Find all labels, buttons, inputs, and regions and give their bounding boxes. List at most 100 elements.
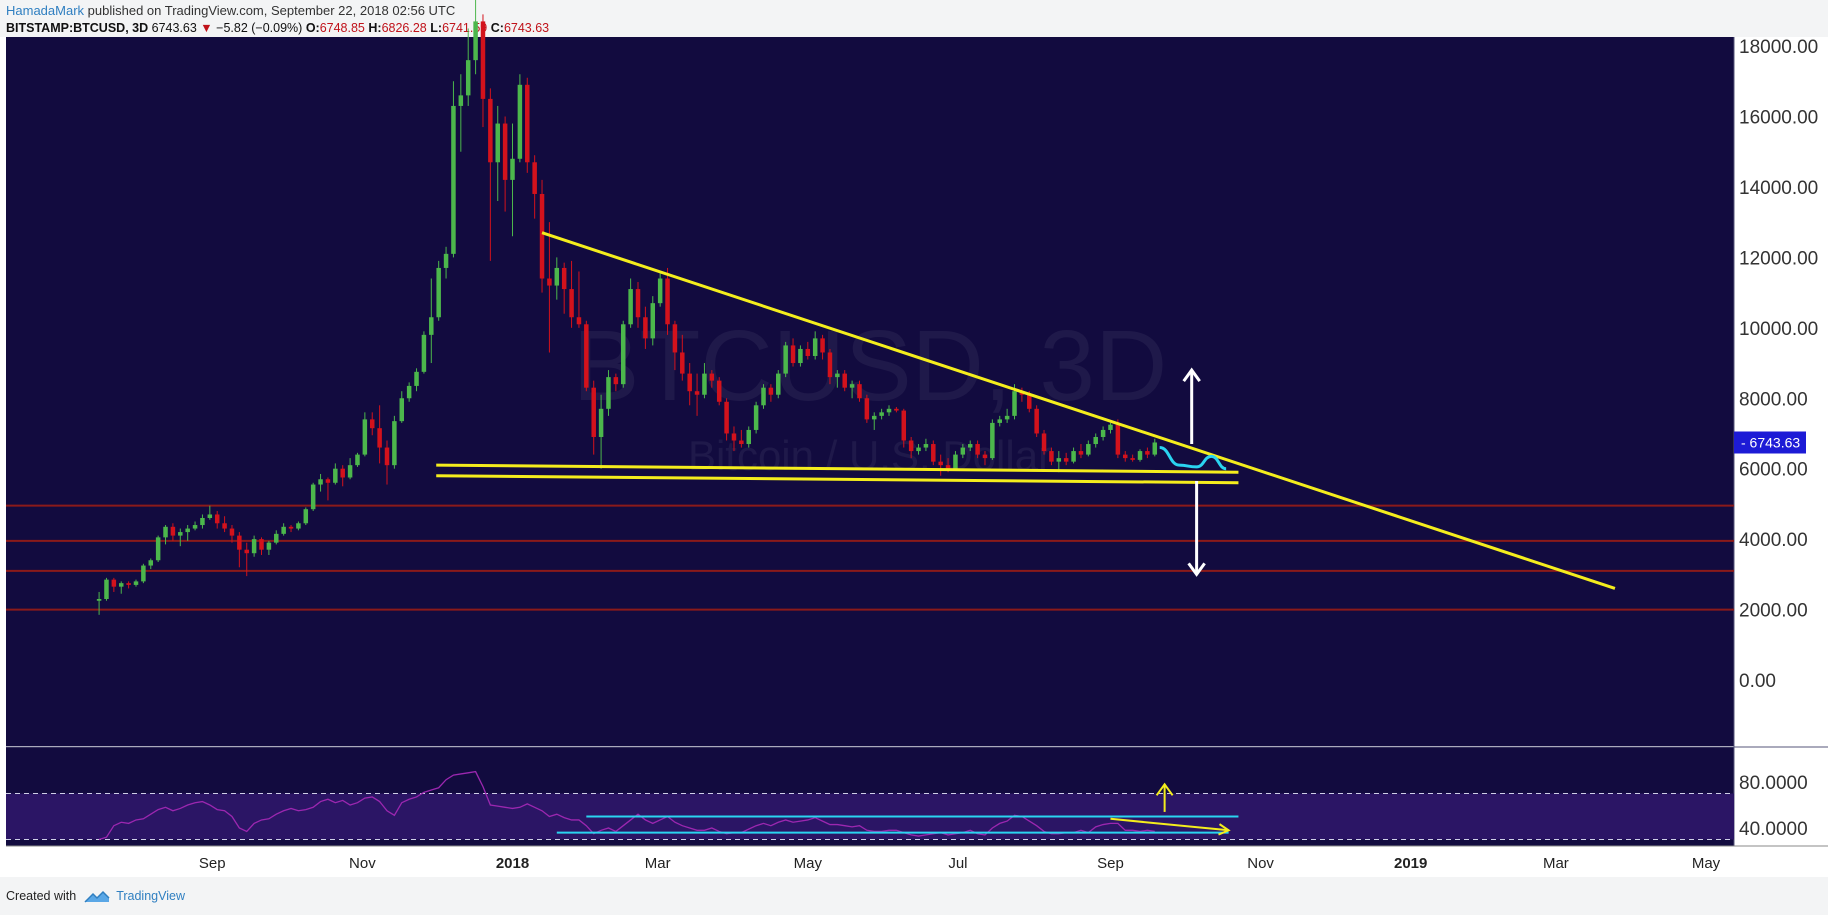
candle-down bbox=[1145, 451, 1150, 455]
candle-down bbox=[532, 162, 537, 194]
candle-up bbox=[1093, 436, 1098, 445]
candle-up bbox=[953, 454, 958, 469]
candle-up bbox=[318, 479, 323, 485]
candle-up bbox=[1100, 429, 1106, 437]
candle-up bbox=[702, 373, 707, 395]
price-change: −5.82 (−0.09%) bbox=[216, 21, 303, 35]
open-value: 6748.85 bbox=[319, 21, 365, 35]
candle-up bbox=[96, 598, 102, 601]
candle-down bbox=[635, 289, 641, 318]
candle-down bbox=[384, 447, 390, 466]
candle-down bbox=[547, 278, 552, 286]
candle-down bbox=[827, 352, 833, 378]
candle-down bbox=[488, 98, 493, 163]
candle-up bbox=[1152, 442, 1158, 455]
candle-down bbox=[325, 479, 331, 483]
candle-down bbox=[665, 278, 670, 325]
candle-up bbox=[274, 533, 279, 543]
candle-down bbox=[288, 526, 294, 529]
y-tick-label: 0.00 bbox=[1739, 671, 1776, 692]
candle-up bbox=[207, 514, 213, 518]
candle-up bbox=[185, 528, 190, 533]
candle-down bbox=[1041, 433, 1047, 452]
candle-up bbox=[155, 537, 161, 561]
x-tick-label: Nov bbox=[349, 855, 376, 872]
arrow-head bbox=[1218, 823, 1231, 836]
symbol-label: BITSTAMP:BTCUSD, 3D bbox=[6, 21, 149, 35]
candle-up bbox=[406, 385, 412, 399]
candle-up bbox=[606, 377, 611, 409]
candle-down bbox=[613, 377, 619, 385]
x-tick-label: Jul bbox=[948, 855, 967, 872]
candle-down bbox=[1078, 451, 1084, 455]
candle-up bbox=[916, 447, 921, 452]
candle-up bbox=[849, 384, 855, 388]
candle-down bbox=[672, 324, 678, 353]
created-with-label: Created with bbox=[6, 889, 77, 903]
candle-up bbox=[1004, 415, 1010, 420]
candle-down bbox=[857, 384, 862, 399]
candle-down bbox=[709, 373, 715, 381]
tradingview-link[interactable]: TradingView bbox=[116, 889, 185, 903]
candle-down bbox=[369, 419, 375, 429]
candle-up bbox=[1056, 458, 1062, 462]
candle-up bbox=[141, 565, 146, 582]
y-tick-label: 6000.00 bbox=[1739, 460, 1808, 481]
candle-down bbox=[687, 373, 692, 392]
candle-down bbox=[790, 345, 796, 364]
candle-down bbox=[340, 468, 345, 478]
tradingview-logo-icon bbox=[84, 890, 110, 903]
candle-up bbox=[296, 523, 301, 529]
candle-up bbox=[798, 348, 803, 364]
candle-up bbox=[835, 373, 840, 378]
candle-down bbox=[525, 84, 530, 163]
arrow-shaft bbox=[1110, 817, 1229, 832]
candle-down bbox=[938, 461, 943, 466]
last-price-label: - 6743.63 bbox=[1741, 434, 1800, 450]
candle-down bbox=[561, 267, 567, 290]
candle-up bbox=[598, 408, 604, 437]
candle-up bbox=[163, 526, 168, 538]
candle-up bbox=[266, 542, 272, 550]
low-label: L: bbox=[430, 21, 443, 35]
candle-up bbox=[399, 398, 405, 422]
candle-down bbox=[680, 352, 685, 374]
candle-up bbox=[620, 324, 626, 385]
candle-down bbox=[214, 514, 220, 524]
projection-curve bbox=[1159, 446, 1227, 471]
candle-up bbox=[1137, 451, 1143, 460]
candle-up bbox=[429, 317, 434, 335]
candle-down bbox=[894, 408, 899, 411]
x-tick-label: Mar bbox=[1543, 855, 1569, 872]
candle-up bbox=[1108, 424, 1113, 430]
candle-down bbox=[569, 289, 574, 318]
candle-down bbox=[982, 454, 988, 459]
candle-down bbox=[931, 444, 936, 462]
candle-down bbox=[1034, 408, 1039, 434]
rsi-y-tick-label: 80.0000 bbox=[1739, 773, 1808, 794]
candle-up bbox=[362, 419, 368, 455]
candle-down bbox=[1049, 451, 1054, 462]
high-label: H: bbox=[368, 21, 382, 35]
x-tick-label: 2018 bbox=[496, 855, 529, 872]
candle-down bbox=[1130, 458, 1135, 460]
candle-up bbox=[783, 345, 788, 374]
candle-up bbox=[347, 465, 353, 478]
candle-up bbox=[650, 303, 656, 339]
y-tick-label: 8000.00 bbox=[1739, 389, 1808, 410]
candle-up bbox=[812, 338, 818, 356]
candle-down bbox=[864, 398, 870, 420]
candle-up bbox=[421, 334, 427, 372]
candle-up bbox=[517, 84, 523, 159]
candle-up bbox=[923, 444, 929, 448]
candle-down bbox=[539, 193, 545, 279]
support-line-upper bbox=[436, 463, 1239, 474]
candle-down bbox=[643, 317, 648, 339]
candle-down bbox=[1063, 458, 1069, 462]
candle-up bbox=[104, 579, 109, 599]
author-link[interactable]: HamadaMark bbox=[6, 3, 85, 18]
descending-trendline bbox=[541, 231, 1616, 590]
candle-up bbox=[443, 253, 449, 268]
watermark-symbol: BTCUSD, 3D bbox=[573, 310, 1168, 422]
